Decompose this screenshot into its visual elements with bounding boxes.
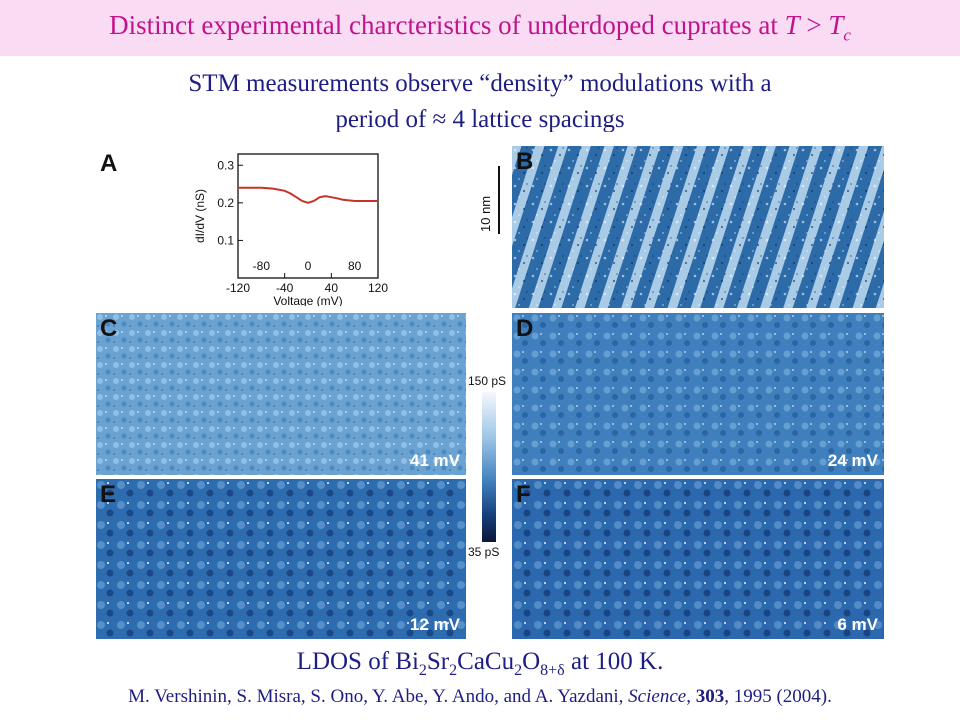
panel-d-letter: D	[516, 315, 534, 342]
x-inner-tick-label: 80	[348, 259, 362, 273]
panel-b-image	[512, 146, 884, 308]
panel-e-image: 12 mV	[96, 479, 466, 639]
figure-caption: LDOS of Bi2Sr2CaCu2O8+δ at 100 K.	[296, 648, 664, 679]
panel-c-energy: 41 mV	[409, 451, 460, 470]
panel-f-energy: 6 mV	[837, 615, 878, 634]
title-bar	[0, 0, 960, 56]
panel-b-letter: B	[516, 148, 534, 175]
x-tick-label: -40	[276, 281, 294, 295]
y-tick-label: 0.3	[217, 158, 234, 172]
y-tick-label: 0.2	[217, 196, 234, 210]
plot-frame	[237, 153, 379, 279]
panel-d-image: 24 mV	[512, 313, 884, 475]
panel-c-image: 41 mV	[96, 313, 466, 475]
x-inner-tick-label: -80	[253, 259, 271, 273]
x-inner-tick-label: 0	[305, 259, 312, 273]
panel-d-energy: 24 mV	[827, 451, 878, 470]
colorbar	[482, 392, 496, 542]
colorbar-bottom-label: 35 pS	[468, 545, 500, 559]
y-tick-label: 0.1	[217, 233, 234, 247]
subtitle-line-1: STM measurements observe “density” modul…	[188, 70, 772, 97]
panel-c-letter: C	[100, 315, 118, 342]
panel-a-letter: A	[100, 150, 118, 177]
subtitle-line-2: period of ≈ 4 lattice spacings	[335, 106, 625, 132]
panel-e-letter: E	[100, 481, 117, 508]
y-axis-label: dI/dV (nS)	[193, 189, 207, 243]
slide-title: Distinct experimental charcteristics of …	[109, 10, 851, 45]
reference-citation: M. Vershinin, S. Misra, S. Ono, Y. Abe, …	[128, 686, 832, 707]
spectrum-chart: 0.1 0.2 0.3 -120 -40 40 120 -80 0 80 Voltage (mV) d…	[193, 153, 388, 306]
x-axis-label: Voltage (mV)	[273, 294, 342, 306]
colorbar-top-label: 150 pS	[468, 374, 507, 388]
x-tick-label: -120	[226, 281, 250, 295]
x-tick-label: 120	[368, 281, 388, 295]
panel-e-energy: 12 mV	[409, 615, 460, 634]
spectrum-line	[238, 186, 378, 204]
scalebar	[498, 166, 500, 234]
panel-f-image: 6 mV	[512, 479, 884, 639]
x-tick-label: 40	[325, 281, 339, 295]
panel-f-letter: F	[516, 481, 531, 508]
scalebar-label: 10 nm	[478, 195, 493, 232]
